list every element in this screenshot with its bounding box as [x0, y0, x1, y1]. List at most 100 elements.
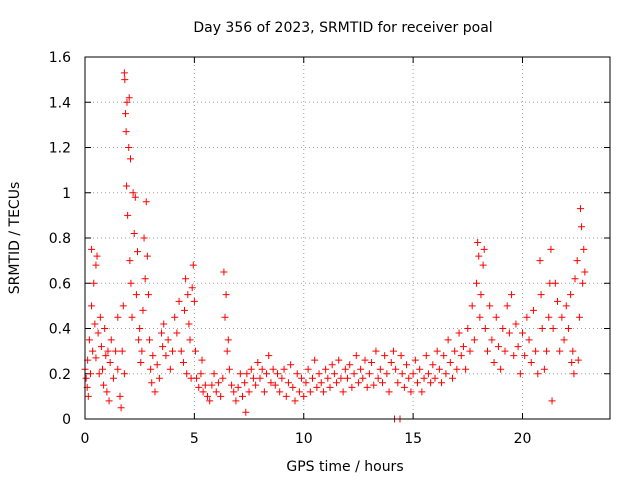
data-point	[337, 374, 345, 382]
data-point	[346, 361, 354, 369]
data-point	[116, 392, 124, 400]
data-point	[153, 361, 161, 369]
data-point	[210, 370, 218, 378]
data-point	[344, 374, 351, 382]
data-point	[171, 313, 179, 321]
data-point	[263, 370, 271, 378]
data-point	[92, 354, 100, 362]
data-point	[374, 374, 382, 382]
data-point	[101, 325, 109, 332]
data-point	[125, 94, 133, 102]
data-point	[137, 358, 145, 366]
data-point	[505, 329, 513, 337]
data-point	[164, 336, 172, 344]
data-point	[510, 352, 518, 360]
data-point	[341, 365, 349, 373]
y-tick-label: 0.4	[49, 322, 71, 338]
data-point	[295, 388, 303, 396]
data-point	[508, 291, 516, 299]
data-point	[453, 365, 461, 373]
data-point	[449, 374, 456, 382]
data-point	[107, 336, 115, 344]
data-point	[131, 193, 139, 201]
data-point	[414, 379, 421, 387]
y-axis-label: SRMTID / TECUs	[7, 182, 23, 295]
data-point	[118, 347, 126, 355]
data-point	[127, 155, 134, 163]
x-tick-label: 20	[514, 431, 532, 447]
data-point	[532, 347, 540, 355]
data-point	[134, 248, 141, 256]
data-point	[201, 381, 209, 389]
data-point	[580, 245, 588, 253]
data-point	[204, 392, 211, 400]
y-tick-label: 1	[62, 186, 71, 202]
data-point	[455, 329, 463, 337]
data-point	[162, 352, 170, 360]
x-tick-label: 15	[404, 431, 422, 447]
data-point	[88, 245, 96, 253]
data-point	[185, 320, 193, 328]
data-point	[148, 379, 156, 387]
data-point	[387, 358, 395, 366]
data-point	[245, 388, 253, 396]
data-point	[129, 189, 137, 197]
plot-frame	[84, 56, 611, 420]
data-point	[249, 374, 257, 382]
x-tick-label: 10	[295, 431, 313, 447]
data-point	[476, 313, 484, 321]
data-point	[234, 383, 242, 391]
data-point	[147, 365, 155, 373]
data-point	[214, 379, 222, 387]
data-point	[141, 275, 149, 283]
data-point	[433, 347, 441, 355]
data-point	[521, 352, 529, 360]
data-point	[284, 379, 292, 387]
data-point	[350, 370, 358, 378]
data-point	[475, 252, 483, 260]
data-point	[578, 223, 586, 231]
data-point	[199, 388, 207, 396]
chart-title: Day 356 of 2023, SRMTID for receiver poa…	[193, 20, 492, 36]
data-point	[269, 365, 277, 373]
data-point	[529, 306, 537, 314]
data-point	[319, 388, 327, 396]
data-point	[405, 374, 413, 382]
data-point	[497, 365, 505, 373]
data-point	[139, 306, 147, 314]
data-point	[92, 261, 100, 269]
data-point	[348, 383, 356, 391]
data-point	[537, 291, 545, 299]
data-point	[579, 279, 587, 287]
data-point	[444, 336, 452, 344]
data-point	[431, 374, 439, 382]
data-point	[271, 381, 279, 389]
data-point	[545, 313, 553, 321]
data-point	[100, 381, 108, 389]
data-point	[420, 374, 428, 382]
data-point	[324, 374, 332, 382]
x-ticks: 0 5 10 15 20	[81, 57, 532, 447]
data-point	[427, 379, 435, 387]
data-point	[381, 352, 389, 360]
data-point	[140, 234, 148, 242]
data-point	[239, 392, 246, 400]
data-point	[480, 245, 488, 253]
y-tick-label: 0.6	[49, 276, 71, 292]
data-point	[411, 356, 419, 364]
data-point	[397, 352, 405, 360]
data-point	[409, 370, 417, 378]
data-point	[86, 370, 94, 378]
data-point	[556, 347, 564, 355]
data-point	[575, 313, 583, 321]
data-point	[407, 388, 415, 396]
data-point	[446, 358, 454, 366]
data-point	[256, 374, 264, 382]
data-point	[328, 361, 336, 369]
data-point	[573, 257, 581, 265]
data-point	[416, 365, 424, 373]
data-point	[516, 370, 524, 378]
data-point	[105, 397, 113, 405]
data-point	[186, 336, 194, 344]
data-point	[503, 302, 511, 310]
